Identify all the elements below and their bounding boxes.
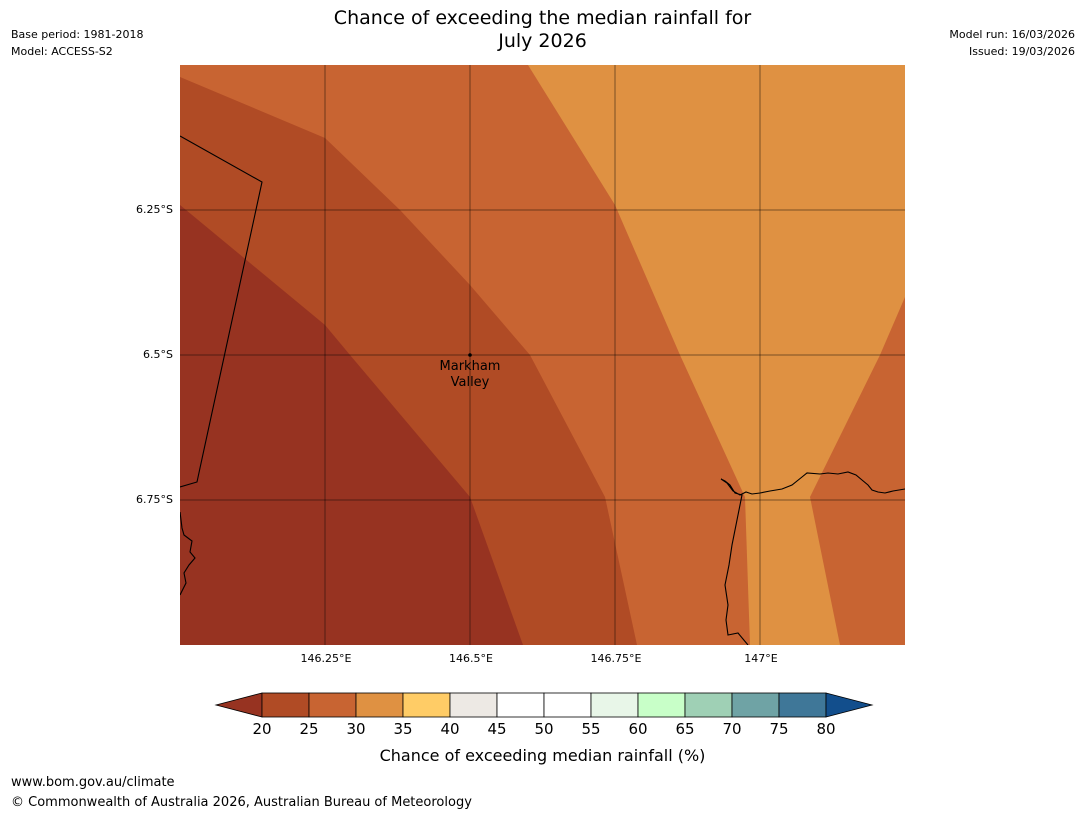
meta-right: Model run: 16/03/2026 Issued: 19/03/2026 <box>949 26 1075 60</box>
colorbar-tick-70: 70 <box>722 720 742 738</box>
map-title: Chance of exceeding the median rainfall … <box>0 7 1085 53</box>
map-panel <box>180 65 905 645</box>
place-label-markham-valley: Markham Valley <box>420 359 520 391</box>
colorbar-segment-55-60 <box>590 692 639 718</box>
lon-tick-146-75: 146.75°E <box>590 652 642 665</box>
lat-tick-6-5: 6.5°S <box>143 348 173 361</box>
colorbar-segment-40-45 <box>449 692 498 718</box>
base-period: Base period: 1981-2018 <box>11 28 144 41</box>
colorbar-extend-high <box>825 692 874 718</box>
colorbar-tick-80: 80 <box>816 720 836 738</box>
lon-tick-147: 147°E <box>744 652 778 665</box>
colorbar-extend-low <box>214 692 263 718</box>
colorbar <box>214 692 874 718</box>
colorbar-segment-65-70 <box>684 692 733 718</box>
footer-copyright: © Commonwealth of Australia 2026, Austra… <box>11 795 472 810</box>
lat-tick-6-25: 6.25°S <box>136 203 173 216</box>
colorbar-segment-70-75 <box>731 692 780 718</box>
colorbar-segment-20-25 <box>261 692 310 718</box>
meta-left: Base period: 1981-2018 Model: ACCESS-S2 <box>11 26 143 60</box>
colorbar-tick-30: 30 <box>346 720 366 738</box>
gridlines <box>180 65 905 645</box>
colorbar-tick-55: 55 <box>581 720 601 738</box>
colorbar-tick-75: 75 <box>769 720 789 738</box>
place-marker-markham-valley <box>468 353 472 357</box>
place-label-line-1: Markham <box>439 359 501 374</box>
title-line-2: July 2026 <box>498 30 587 52</box>
colorbar-tick-35: 35 <box>393 720 413 738</box>
lat-tick-6-75: 6.75°S <box>136 493 173 506</box>
model-run: Model run: 16/03/2026 <box>949 28 1075 41</box>
model-name: Model: ACCESS-S2 <box>11 45 113 58</box>
footer-url: www.bom.gov.au/climate <box>11 775 175 790</box>
colorbar-segment-75-80 <box>778 692 827 718</box>
title-line-1: Chance of exceeding the median rainfall … <box>333 7 752 29</box>
colorbar-segment-35-40 <box>402 692 451 718</box>
lon-tick-146-25: 146.25°E <box>300 652 352 665</box>
colorbar-segment-30-35 <box>355 692 404 718</box>
colorbar-tick-40: 40 <box>440 720 460 738</box>
province-boundary <box>180 135 263 488</box>
colorbar-tick-65: 65 <box>675 720 695 738</box>
colorbar-segment-45-50 <box>496 692 545 718</box>
coastline-east <box>720 471 905 645</box>
colorbar-tick-20: 20 <box>252 720 272 738</box>
colorbar-tick-50: 50 <box>534 720 554 738</box>
coastline-west <box>180 511 196 596</box>
region-band-35-40 <box>528 65 905 645</box>
colorbar-tick-60: 60 <box>628 720 648 738</box>
colorbar-segment-60-65 <box>637 692 686 718</box>
lon-tick-146-5: 146.5°E <box>449 652 493 665</box>
colorbar-segment-50-55 <box>543 692 592 718</box>
boundaries <box>180 135 905 645</box>
colorbar-tick-45: 45 <box>487 720 507 738</box>
colorbar-segment-25-30 <box>308 692 357 718</box>
issued-date: Issued: 19/03/2026 <box>968 45 1075 58</box>
colorbar-title: Chance of exceeding median rainfall (%) <box>379 746 706 765</box>
colorbar-tick-25: 25 <box>299 720 319 738</box>
place-label-line-2: Valley <box>450 375 490 390</box>
